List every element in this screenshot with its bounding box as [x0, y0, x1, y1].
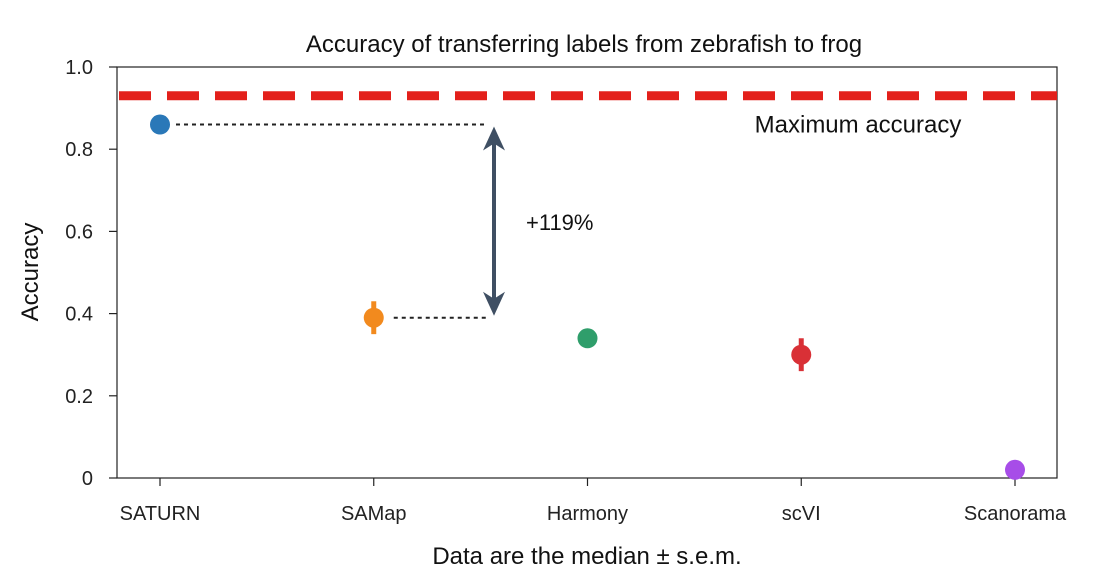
data-point	[363, 307, 384, 328]
x-tick-label: Harmony	[547, 503, 628, 525]
arrow-head-down-icon	[483, 291, 505, 316]
y-tick-label: 0.8	[65, 139, 93, 161]
comparison-label: +119%	[526, 210, 593, 235]
arrow-head-up-icon	[483, 126, 505, 151]
x-tick-label: SATURN	[120, 503, 201, 525]
y-tick-label: 0	[82, 468, 93, 490]
x-tick-label: Scanorama	[964, 503, 1067, 525]
data-point	[1005, 459, 1025, 480]
y-tick-label: 0.4	[65, 304, 93, 326]
x-tick-label: scVI	[782, 503, 821, 525]
y-tick-label: 0.2	[65, 386, 93, 408]
y-tick-label: 1.0	[65, 57, 93, 79]
chart-title: Accuracy of transferring labels from zeb…	[306, 31, 862, 58]
y-tick-label: 0.6	[65, 221, 93, 243]
y-axis-label: Accuracy	[17, 223, 44, 322]
x-tick-label: SAMap	[341, 503, 407, 525]
max-accuracy-label: Maximum accuracy	[755, 112, 962, 139]
x-axis-label: Data are the median ± s.e.m.	[432, 543, 741, 570]
data-point	[791, 344, 812, 365]
data-point	[577, 328, 598, 349]
data-point	[150, 114, 170, 135]
